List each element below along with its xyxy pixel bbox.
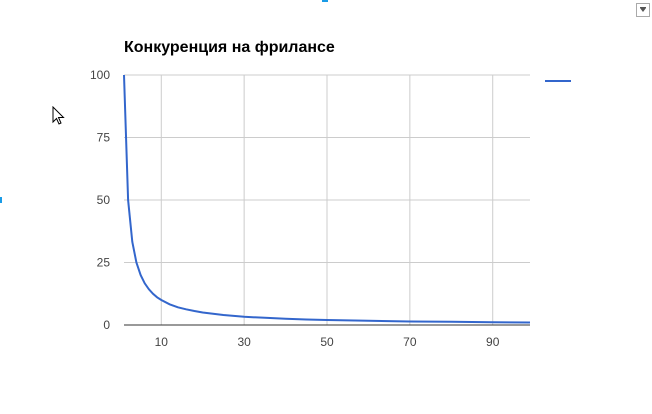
chart-title: Конкуренция на фрилансе [124,39,335,56]
x-tick-label: 90 [486,335,500,349]
x-tick-label: 50 [320,335,334,349]
y-tick-label: 0 [103,318,110,332]
selection-handle-left[interactable] [0,197,2,203]
x-tick-label: 70 [403,335,417,349]
series-line [123,74,531,324]
y-tick-label: 25 [97,256,111,270]
y-tick-label: 50 [97,193,111,207]
y-tick-label: 100 [90,68,110,82]
x-tick-label: 30 [237,335,251,349]
selection-handle-top[interactable] [322,0,328,2]
x-tick-label: 10 [155,335,169,349]
chart-menu-button[interactable] [636,3,650,17]
y-tick-label: 75 [97,131,111,145]
mouse-pointer-icon [52,106,65,125]
